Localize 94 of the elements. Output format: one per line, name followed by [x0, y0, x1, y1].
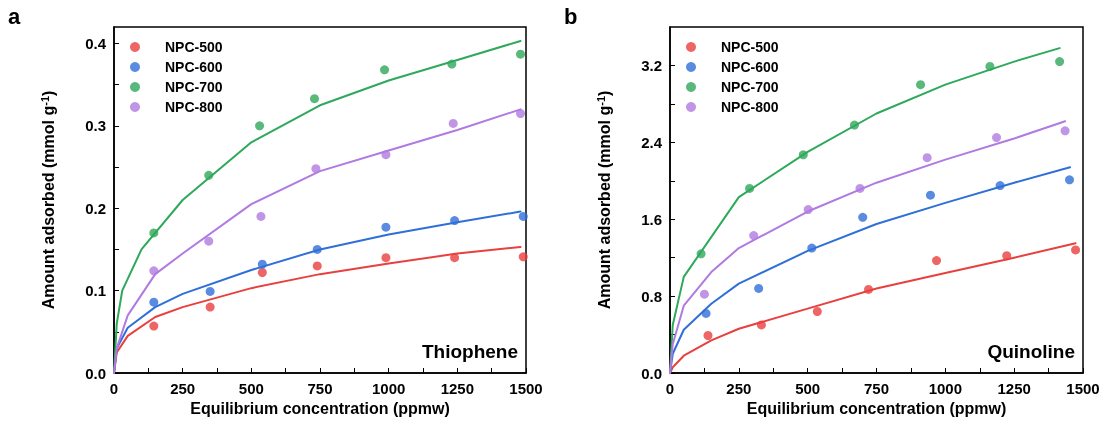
point	[149, 321, 159, 331]
point	[701, 308, 711, 318]
point	[696, 249, 706, 259]
point	[447, 59, 457, 69]
point	[812, 306, 822, 316]
point	[204, 236, 214, 246]
point	[807, 243, 817, 253]
legend-label: NPC-600	[721, 59, 779, 75]
legend-label: NPC-700	[165, 79, 223, 95]
x-tick-label: 1500	[509, 380, 543, 397]
point	[204, 170, 214, 180]
x-tick-label: 250	[170, 380, 196, 397]
point	[985, 61, 995, 71]
point	[381, 253, 391, 263]
point	[516, 49, 526, 59]
point	[310, 94, 320, 104]
point	[1060, 126, 1070, 136]
y-tick-label: 2.4	[641, 133, 663, 151]
legend-label: NPC-600	[165, 59, 223, 75]
point	[205, 302, 215, 312]
point	[380, 65, 390, 75]
point	[312, 244, 322, 254]
text: b	[564, 3, 578, 29]
x-tick-label: 0	[665, 380, 675, 397]
x-tick-label: 0	[109, 380, 119, 397]
point	[205, 286, 215, 296]
y-tick-label: 0.1	[85, 282, 106, 300]
legend-label: NPC-800	[165, 99, 223, 115]
point	[992, 133, 1002, 143]
point	[450, 216, 460, 226]
text: a	[8, 3, 21, 29]
point	[256, 211, 266, 221]
legend-label: NPC-700	[721, 79, 779, 95]
y-tick-label: 0.8	[641, 287, 662, 305]
point	[849, 120, 859, 130]
point	[149, 297, 159, 307]
x-tick-label: 750	[863, 380, 890, 397]
point	[756, 320, 766, 330]
point	[703, 331, 713, 341]
point	[699, 289, 709, 299]
x-tick-label: 1250	[440, 380, 475, 397]
annotation: Thiophene	[421, 341, 519, 362]
annotation: Quinoline	[987, 341, 1075, 362]
point	[754, 283, 764, 293]
x-tick-label: 500	[238, 380, 264, 397]
point	[932, 256, 942, 266]
legend-label: NPC-500	[721, 39, 779, 55]
point	[518, 252, 528, 262]
point	[448, 118, 458, 128]
x-axis-title: Equilibrium concentration (ppmw)	[746, 400, 1007, 418]
point	[381, 222, 391, 232]
point	[925, 190, 935, 200]
x-tick-label: 500	[795, 380, 821, 397]
y-tick-label: 0.0	[641, 364, 662, 382]
point	[798, 150, 808, 160]
point	[149, 228, 159, 238]
point	[516, 109, 526, 118]
x-tick-label: 250	[726, 380, 752, 397]
point	[312, 261, 322, 271]
point	[803, 205, 813, 215]
x-tick-label: 1000	[928, 380, 963, 397]
y-tick-label: 3.2	[641, 56, 662, 74]
legend-label: NPC-800	[721, 99, 779, 115]
point	[257, 268, 267, 277]
point	[858, 212, 868, 222]
point	[864, 284, 874, 294]
y-tick-label: 0.2	[85, 199, 106, 217]
point	[855, 183, 865, 193]
point	[518, 211, 528, 221]
x-tick-label: 1000	[371, 380, 406, 397]
point	[1065, 175, 1075, 185]
point	[149, 266, 159, 276]
point	[745, 183, 755, 193]
point	[1002, 251, 1012, 261]
point	[916, 80, 926, 90]
y-tick-label: 0.4	[85, 34, 107, 52]
point	[749, 231, 759, 241]
legend-label: NPC-500	[165, 39, 223, 55]
y-tick-label: 1.6	[641, 210, 662, 228]
x-tick-label: 1500	[1066, 380, 1100, 397]
point	[311, 164, 321, 174]
y-tick-label: 0.3	[85, 117, 106, 135]
point	[381, 150, 391, 160]
y-tick-label: 0.0	[85, 364, 106, 382]
point	[995, 181, 1005, 191]
point	[922, 153, 932, 163]
x-tick-label: 750	[307, 380, 333, 397]
point	[450, 253, 460, 263]
point	[255, 121, 265, 131]
point	[257, 259, 267, 269]
x-tick-label: 1250	[997, 380, 1031, 397]
point	[1055, 57, 1065, 67]
point	[1071, 245, 1081, 255]
x-axis-title: Equilibrium concentration (ppmw)	[190, 400, 450, 418]
